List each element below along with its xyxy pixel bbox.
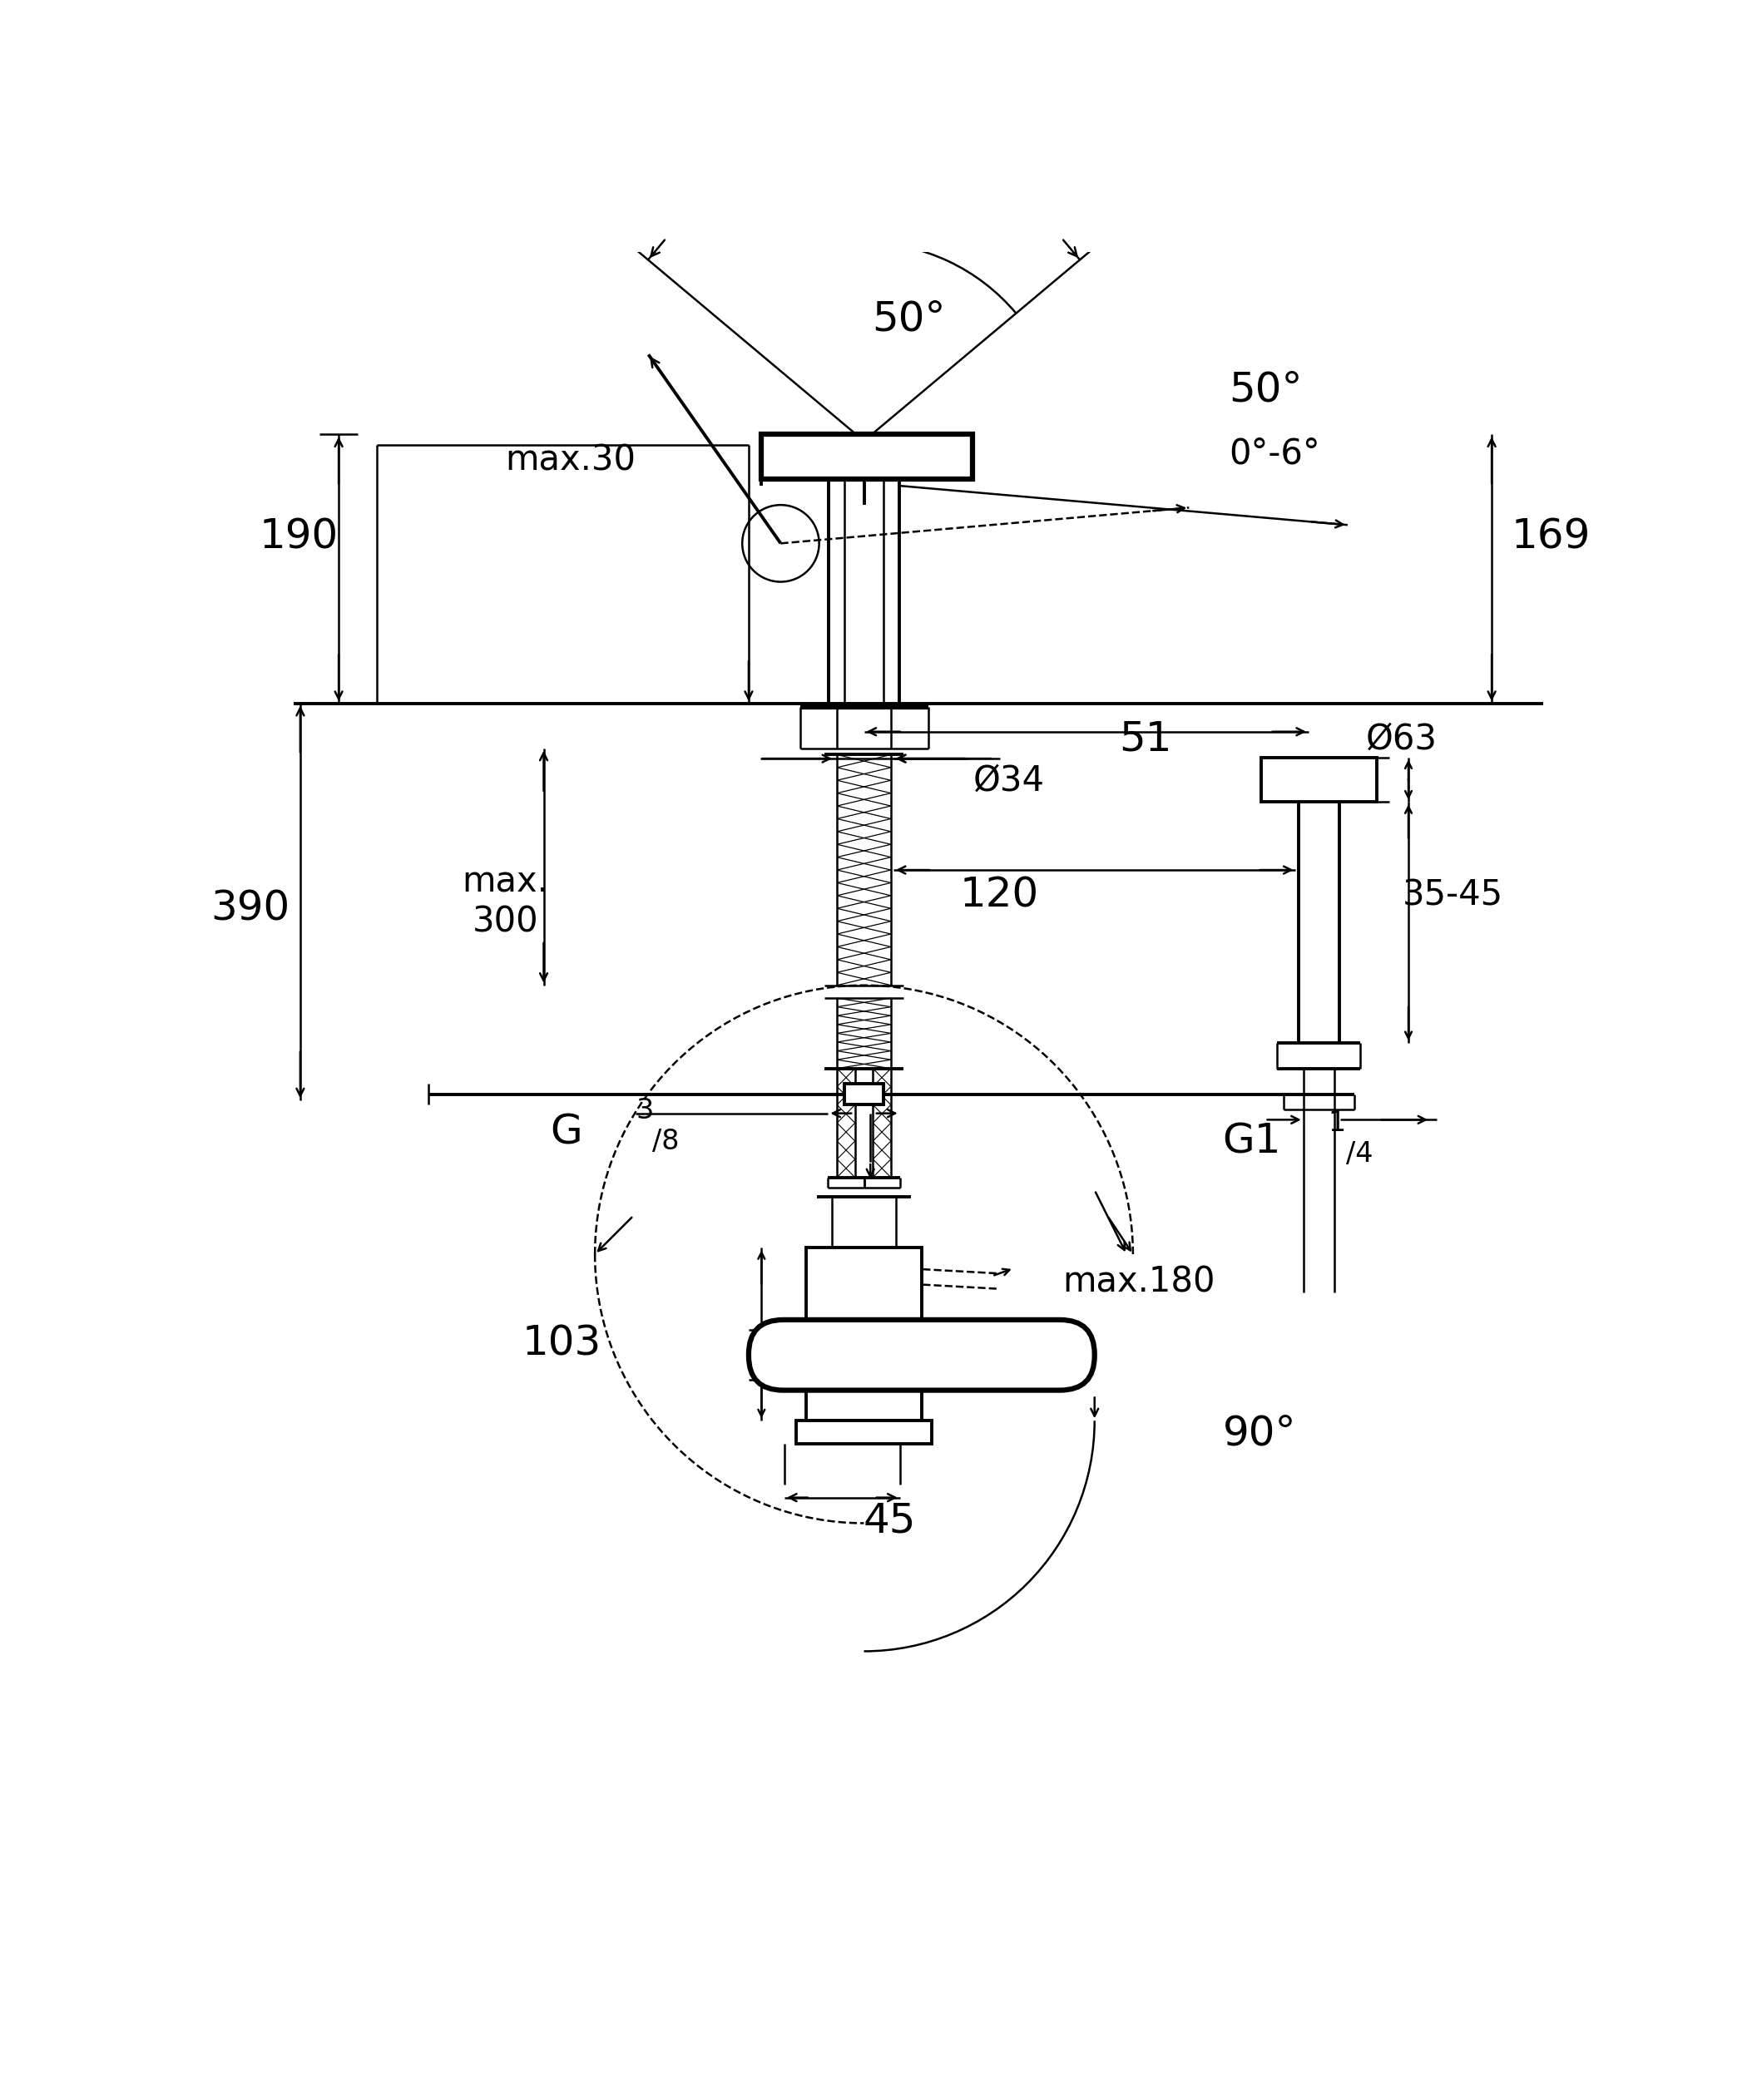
Text: 50°: 50° (1230, 370, 1303, 410)
Text: /4: /4 (1346, 1140, 1374, 1168)
Text: 50°: 50° (872, 300, 946, 340)
Text: 1: 1 (1328, 1111, 1346, 1138)
Text: 190: 190 (259, 517, 338, 556)
Text: 45: 45 (864, 1502, 916, 1541)
Text: 51: 51 (1120, 720, 1172, 760)
Text: /8: /8 (652, 1128, 680, 1155)
Bar (762, 435, 972, 479)
Text: G1: G1 (1223, 1121, 1281, 1161)
Text: 35-45: 35-45 (1402, 878, 1503, 914)
Text: max.
300: max. 300 (463, 865, 548, 939)
Bar (795, 1422, 932, 1445)
Text: G: G (550, 1113, 582, 1153)
FancyBboxPatch shape (748, 1319, 1095, 1390)
Text: max.180: max.180 (1062, 1264, 1216, 1300)
Text: 120: 120 (960, 876, 1039, 916)
Text: 169: 169 (1510, 517, 1591, 556)
Bar (1261, 758, 1377, 802)
Text: 0°-6°: 0°-6° (1230, 437, 1321, 470)
Text: max.30: max.30 (505, 443, 636, 477)
Bar (806, 1247, 922, 1422)
Text: 390: 390 (210, 888, 291, 928)
Text: 103: 103 (522, 1323, 601, 1363)
Text: Ø34: Ø34 (972, 762, 1044, 798)
Bar (844, 1084, 883, 1105)
Text: 90°: 90° (1223, 1413, 1296, 1453)
Text: Ø63: Ø63 (1367, 722, 1438, 756)
Text: 3: 3 (636, 1096, 653, 1124)
